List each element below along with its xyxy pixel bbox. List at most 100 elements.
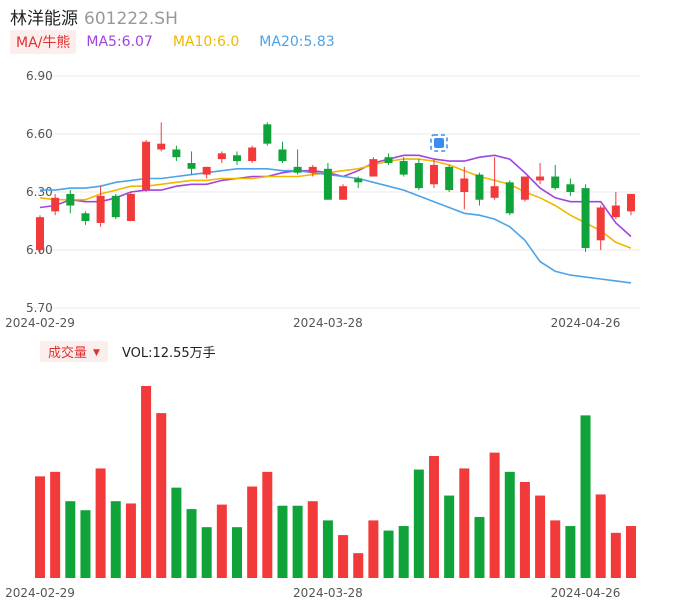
volume-bar[interactable]	[459, 468, 470, 578]
volume-bar[interactable]	[247, 486, 258, 578]
candle-body[interactable]	[81, 213, 90, 221]
y-tick-label: 5.70	[26, 301, 53, 315]
volume-bar[interactable]	[277, 505, 288, 578]
volume-bar[interactable]	[338, 535, 349, 578]
price-grid	[31, 75, 640, 309]
volume-bar[interactable]	[398, 526, 409, 578]
volume-bar[interactable]	[535, 495, 546, 578]
candle-body[interactable]	[111, 195, 120, 218]
volume-bar[interactable]	[474, 517, 485, 578]
volume-bar[interactable]	[444, 495, 455, 578]
ma5-line	[39, 154, 632, 238]
candle-body[interactable]	[369, 159, 378, 177]
volume-bar[interactable]	[80, 510, 91, 578]
volume-bar[interactable]	[519, 482, 530, 578]
volume-bar[interactable]	[550, 520, 561, 578]
volume-bar[interactable]	[216, 504, 227, 578]
candle-body[interactable]	[566, 184, 575, 192]
candle-body[interactable]	[551, 176, 560, 189]
volume-bar[interactable]	[125, 503, 136, 578]
stock-name: 林洋能源	[10, 9, 78, 29]
candle-body[interactable]	[627, 193, 635, 212]
candle-body[interactable]	[36, 217, 44, 250]
candle-body[interactable]	[611, 205, 620, 218]
volume-bar[interactable]	[610, 532, 621, 578]
y-tick-label: 6.30	[26, 185, 53, 199]
candle-body[interactable]	[323, 168, 332, 200]
stock-header: 林洋能源 601222.SH	[10, 4, 178, 29]
volume-x-ticks: 2024-02-29 2024-03-28 2024-04-26	[5, 586, 620, 600]
volume-bar[interactable]	[110, 501, 121, 578]
candle-body[interactable]	[536, 176, 545, 181]
candle-body[interactable]	[293, 166, 302, 173]
volume-toggle-button[interactable]: 成交量 ▼	[40, 341, 108, 362]
volume-bar[interactable]	[504, 471, 515, 578]
volume-bar[interactable]	[353, 553, 364, 578]
candle-body[interactable]	[460, 178, 469, 192]
candle-body[interactable]	[520, 176, 529, 200]
candle-body[interactable]	[505, 182, 514, 214]
candle-body[interactable]	[142, 141, 151, 191]
volume-bar[interactable]	[580, 415, 591, 578]
volume-bar[interactable]	[292, 505, 303, 578]
volume-bar[interactable]	[595, 494, 606, 578]
x-tick-label: 2024-04-26	[551, 586, 621, 600]
news-marker-icon[interactable]	[430, 134, 448, 152]
volume-bar[interactable]	[95, 468, 106, 578]
candle-body[interactable]	[96, 195, 105, 223]
volume-bar[interactable]	[232, 527, 242, 578]
candle-body[interactable]	[172, 149, 181, 158]
caret-down-icon: ▼	[93, 348, 100, 358]
volume-bar[interactable]	[322, 520, 333, 578]
candle-body[interactable]	[308, 166, 317, 173]
candle-body[interactable]	[157, 143, 166, 150]
price-x-ticks: 2024-02-29 2024-03-28 2024-04-26	[5, 316, 620, 330]
ma-toggle-button[interactable]: MA/牛熊	[10, 30, 77, 54]
candle-body[interactable]	[354, 178, 363, 183]
candle-body[interactable]	[278, 149, 287, 162]
candle-body[interactable]	[217, 153, 226, 160]
candle-body[interactable]	[445, 166, 454, 191]
candle-body[interactable]	[399, 161, 408, 175]
volume-bar[interactable]	[186, 509, 197, 578]
volume-bar[interactable]	[383, 530, 394, 578]
volume-bar[interactable]	[141, 386, 152, 578]
volume-bar[interactable]	[307, 501, 318, 578]
volume-bar[interactable]	[50, 471, 61, 578]
candle-body[interactable]	[384, 157, 393, 163]
candle-body[interactable]	[51, 197, 60, 212]
y-tick-label: 6.60	[26, 127, 53, 141]
volume-bar[interactable]	[413, 469, 424, 578]
volume-bar[interactable]	[565, 526, 576, 578]
candle-body[interactable]	[430, 164, 438, 185]
volume-bar[interactable]	[489, 452, 500, 578]
volume-bar[interactable]	[368, 520, 379, 578]
volume-bar[interactable]	[171, 487, 182, 578]
volume-bar[interactable]	[156, 413, 167, 578]
candle-body[interactable]	[581, 188, 590, 249]
volume-bar[interactable]	[626, 526, 636, 578]
candle-body[interactable]	[263, 124, 272, 144]
ma-legend: MA/牛熊 MA5:6.07 MA10:6.0 MA20:5.83	[10, 30, 355, 54]
candle-body[interactable]	[66, 193, 75, 206]
volume-bar[interactable]	[262, 471, 273, 578]
ma20-line	[40, 168, 632, 284]
volume-bar[interactable]	[429, 456, 439, 578]
candle-body[interactable]	[339, 186, 348, 200]
x-tick-label: 2024-02-29	[5, 586, 75, 600]
candle-body[interactable]	[596, 207, 605, 241]
candle-body[interactable]	[202, 166, 211, 175]
volume-bar[interactable]	[201, 527, 212, 578]
candle-body[interactable]	[187, 163, 196, 169]
volume-toggle-label: 成交量	[48, 346, 88, 361]
candle-body[interactable]	[233, 155, 241, 162]
candle-body[interactable]	[490, 186, 499, 198]
candle-body[interactable]	[248, 147, 257, 162]
volume-bar[interactable]	[35, 476, 45, 578]
candle-body[interactable]	[475, 174, 484, 200]
candle-body[interactable]	[126, 193, 135, 221]
ma5-label: MA5:6.07	[86, 34, 153, 50]
volume-bar[interactable]	[65, 501, 76, 578]
candle-body[interactable]	[414, 163, 423, 189]
